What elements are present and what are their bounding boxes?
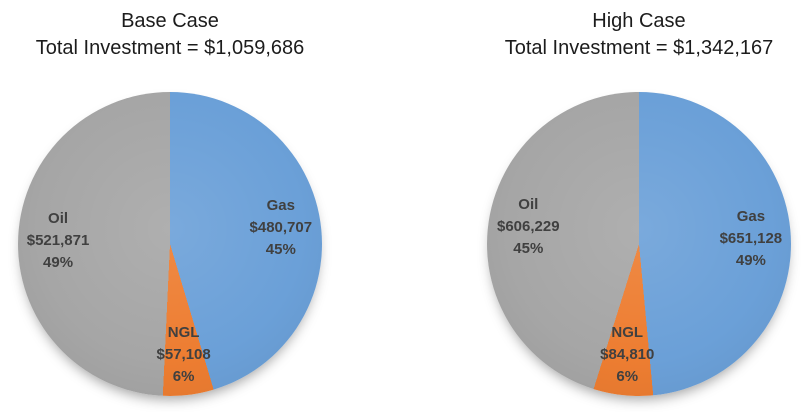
chart-high-case: High Case Total Investment = $1,342,167 …: [469, 0, 809, 396]
pie-circle: Gas $480,707 45% NGL $57,108 6% Oil $521,871 49%: [18, 92, 322, 396]
slice-value: $57,108: [156, 346, 211, 364]
slice-label-gas: Gas $651,128 49%: [720, 206, 783, 272]
slice-name: NGL: [611, 324, 644, 342]
slice-pct: 6%: [616, 368, 639, 386]
chart-subtitle: Total Investment = $1,342,167: [504, 37, 774, 59]
slice-value: $651,128: [719, 229, 783, 247]
slice-value: $84,810: [600, 346, 655, 364]
slice-pct: 49%: [735, 251, 766, 269]
chart-title: High Case: [592, 10, 686, 32]
slice-label-ngl: NGL $84,810 6%: [600, 322, 654, 388]
slice-name: NGL: [167, 324, 200, 342]
slice-name: Gas: [266, 196, 295, 214]
slice-name: Gas: [736, 207, 766, 225]
slice-label-oil: Oil $606,229 45%: [497, 194, 560, 260]
slice-pct: 49%: [43, 254, 74, 272]
slice-label-ngl: NGL $57,108 6%: [157, 322, 211, 388]
pie-circle: Gas $651,128 49% NGL $84,810 6% Oil $606,229 45%: [487, 92, 791, 396]
slice-value: $521,871: [26, 232, 90, 250]
chart-subtitle: Total Investment = $1,059,686: [35, 37, 305, 59]
slice-label-oil: Oil $521,871 49%: [27, 208, 90, 274]
slice-value: $606,229: [496, 218, 560, 236]
slice-name: Oil: [518, 196, 539, 214]
slice-label-gas: Gas $480,707 45%: [250, 195, 313, 261]
slice-pct: 6%: [172, 368, 195, 386]
slice-value: $480,707: [249, 218, 313, 236]
chart-base-case: Base Case Total Investment = $1,059,686 …: [0, 0, 340, 396]
slice-pct: 45%: [265, 240, 296, 258]
chart-title: Base Case: [121, 10, 219, 32]
slice-pct: 45%: [513, 240, 544, 258]
slice-name: Oil: [48, 210, 69, 228]
